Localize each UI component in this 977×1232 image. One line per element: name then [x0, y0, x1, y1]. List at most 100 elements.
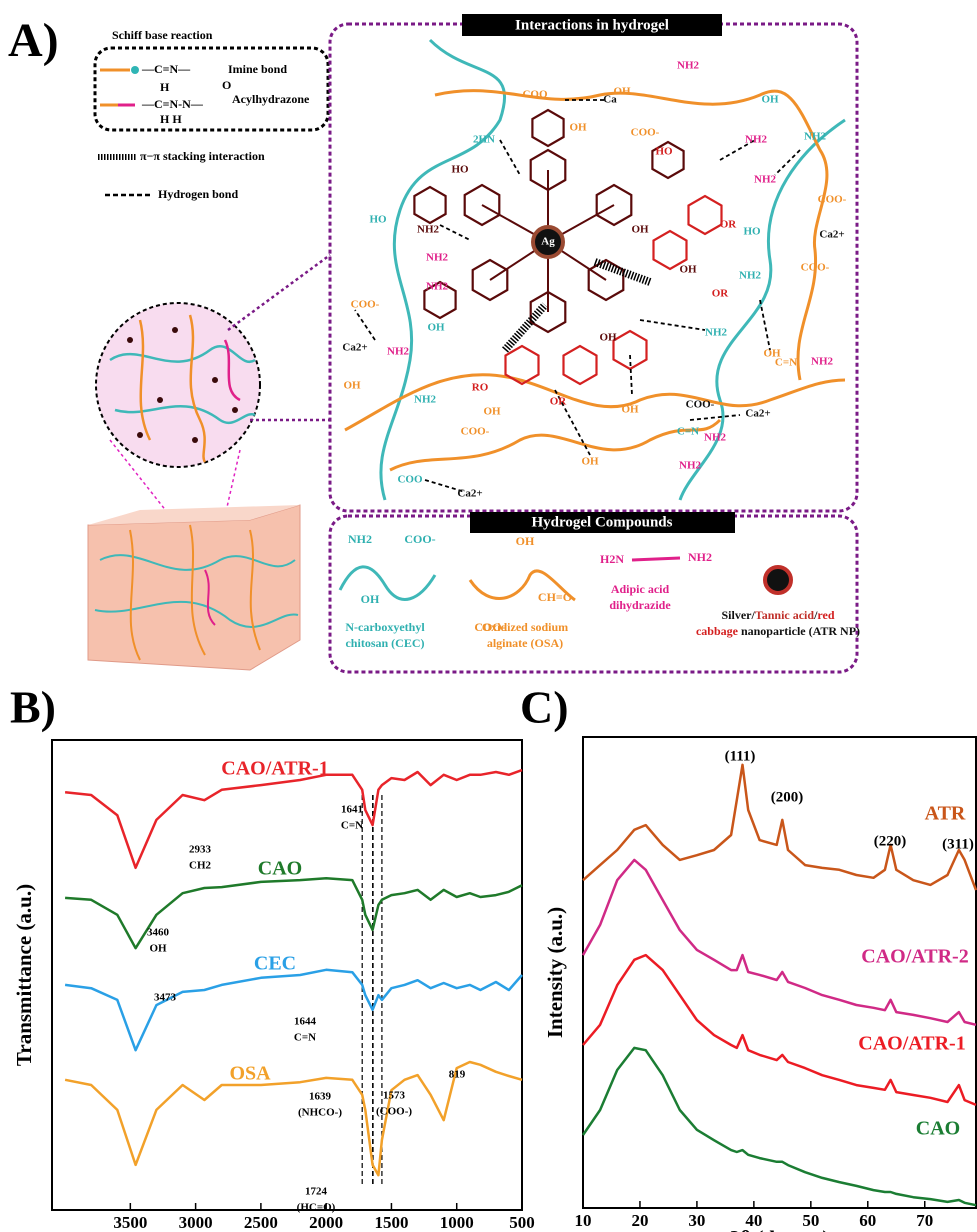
- compound-name: alginate (OSA): [487, 636, 563, 650]
- name-part: nanoparticle (ATR NP): [738, 624, 860, 638]
- group-label: H2N: [600, 552, 624, 566]
- chem-label: OH: [761, 94, 779, 106]
- annotation: 1641: [341, 804, 363, 816]
- legend-formula: H H: [160, 112, 182, 126]
- annotation: (311): [942, 836, 974, 852]
- series-label: CAO/ATR-1: [221, 758, 328, 780]
- chem-label: HO: [369, 214, 387, 226]
- polyphenol: [414, 110, 721, 384]
- x-axis-label: Wavenumber (cm⁻¹): [195, 1228, 379, 1232]
- annotation: (HC=O): [297, 1202, 336, 1214]
- series-line: [65, 878, 522, 948]
- chem-label: OR: [550, 396, 568, 408]
- annotation: CH2: [189, 860, 212, 872]
- chem-label: NH2: [754, 174, 777, 186]
- chem-label: C=N: [775, 357, 797, 369]
- series-label: CAO: [258, 858, 302, 880]
- x-tick-label: 10: [575, 1211, 592, 1230]
- legend-text: Acylhydrazone: [232, 92, 310, 106]
- series-label: CAO: [916, 1118, 960, 1140]
- name-part: cabbage: [696, 624, 739, 638]
- polymer-chains: [345, 40, 845, 500]
- ring: [414, 187, 445, 223]
- chem-label: Ag: [541, 236, 555, 248]
- chem-label: COO-: [351, 299, 380, 311]
- adh-chain: [632, 558, 680, 560]
- y-axis-label: Intensity (a.u.): [543, 907, 567, 1038]
- chem-label: NH2: [739, 270, 762, 282]
- legend-formula: H: [160, 80, 170, 94]
- name-part: Silver/: [721, 608, 755, 622]
- series-line: [583, 765, 976, 890]
- chem-label: Ca2+: [457, 488, 482, 500]
- chem-label: NH2: [677, 60, 700, 72]
- chem-label: NH2: [704, 432, 727, 444]
- series-label: CEC: [254, 953, 296, 975]
- x-tick-label: 1000: [440, 1213, 474, 1232]
- group-label: OH: [361, 592, 380, 606]
- x-tick-label: 60: [859, 1211, 876, 1230]
- x-tick-label: 3500: [113, 1213, 147, 1232]
- box-title: Hydrogel Compounds: [531, 514, 672, 530]
- chem-label: RO: [472, 382, 489, 394]
- group-label: NH2: [688, 550, 712, 564]
- hydrogen-bonds: [355, 100, 800, 492]
- compound-name: dihydrazide: [609, 598, 671, 612]
- chem-label: OH: [569, 122, 587, 134]
- ring: [532, 110, 563, 146]
- ring: [689, 196, 722, 234]
- chem-label: OR: [712, 288, 730, 300]
- group-label: OH: [516, 534, 535, 548]
- chem-label: OH: [599, 332, 617, 344]
- name-part: red: [817, 608, 834, 622]
- zoom-circle: [96, 303, 260, 467]
- chem-label: NH2: [679, 460, 702, 472]
- annotation: 1644: [294, 1016, 317, 1028]
- chem-label: NH2: [804, 131, 827, 143]
- chem-label: OH: [427, 322, 445, 334]
- annotation: 3460: [147, 927, 170, 939]
- legend-formula: —C=N—: [141, 62, 191, 76]
- chem-label: C=N: [677, 426, 699, 438]
- group-label: NH2: [348, 532, 372, 546]
- x-tick-label: 20: [631, 1211, 648, 1230]
- legend-dot: [131, 66, 139, 74]
- annotation: OH: [149, 943, 167, 955]
- chem-label: COO-: [631, 127, 660, 139]
- chem-label: HO: [655, 146, 673, 158]
- chem-label: COO-: [801, 262, 830, 274]
- y-axis-label: Transmittance (a.u.): [12, 884, 36, 1066]
- compound-name: N-carboxyethyl: [345, 620, 425, 634]
- annotation: 819: [449, 1069, 466, 1081]
- chem-label: NH2: [387, 346, 410, 358]
- compound-name: Adipic acid: [611, 582, 670, 596]
- cec-chain: [340, 567, 435, 600]
- x-tick-label: 70: [916, 1211, 933, 1230]
- series-label: ATR: [925, 803, 966, 825]
- legend-title: Schiff base reaction: [112, 28, 213, 42]
- chem-label: NH2: [811, 356, 834, 368]
- series-label: CAO/ATR-1: [858, 1033, 965, 1055]
- annotation: (220): [874, 833, 907, 849]
- chem-label: NH2: [414, 394, 437, 406]
- chart-title: B): [10, 682, 56, 733]
- legend-formula: O: [222, 78, 231, 92]
- legend-box: [95, 48, 328, 130]
- annotation: 1639: [309, 1091, 332, 1103]
- group-label: COO-: [404, 532, 435, 546]
- annotation: 3473: [154, 992, 177, 1004]
- chem-label: HO: [743, 226, 761, 238]
- chem-label: OH: [679, 264, 697, 276]
- series-label: OSA: [229, 1063, 271, 1085]
- compound-name: Silver/Tannic acid/red: [721, 608, 834, 622]
- chem-label: OH: [343, 380, 361, 392]
- figure: A) Schiff base reaction —C=N— Imine bond…: [0, 0, 977, 1232]
- annotation: 2933: [189, 844, 212, 856]
- annotation: (NHCO-): [298, 1107, 342, 1119]
- legend-formula: —C=N-N—: [141, 97, 204, 111]
- legend-text: Hydrogen bond: [158, 187, 238, 201]
- x-tick-label: 30: [688, 1211, 705, 1230]
- series-line: [65, 770, 522, 868]
- series-line: [583, 860, 976, 1025]
- annotation: C=N: [341, 820, 363, 832]
